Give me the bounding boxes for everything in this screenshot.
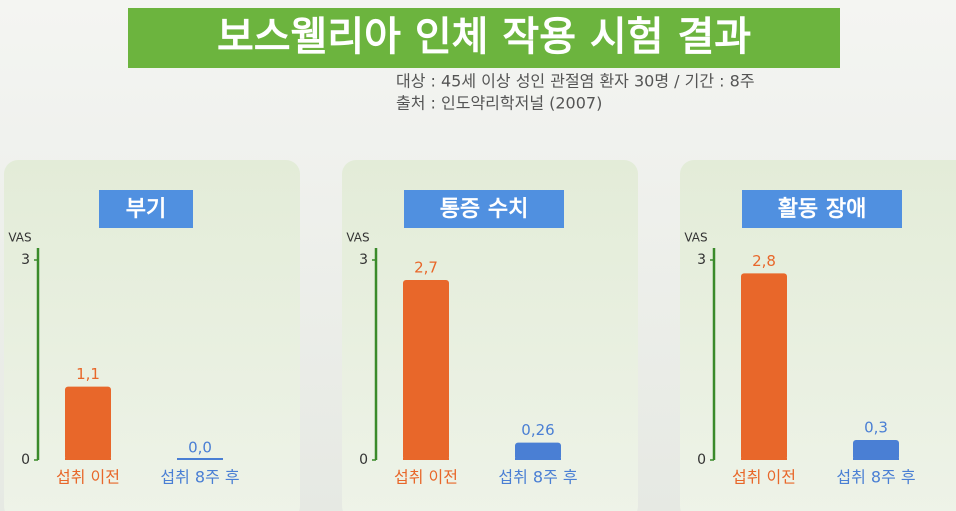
panel-title-box xyxy=(742,190,902,228)
subtitle: 대상 : 45세 이상 성인 관절염 환자 30명 / 기간 : 8주 xyxy=(396,72,755,91)
y-axis-label: VAS xyxy=(346,231,369,245)
bar-base xyxy=(177,458,223,460)
x-tick-label: 섭취 이전 xyxy=(732,468,796,487)
bar-base xyxy=(853,458,899,460)
subtitle: 출처 : 인도약리학저널 (2007) xyxy=(396,94,602,113)
panel-title: 활동 장애 xyxy=(778,197,867,222)
value-label: 2,8 xyxy=(752,252,776,270)
x-tick-label: 섭취 8주 후 xyxy=(498,468,577,487)
x-tick-label: 섭취 8주 후 xyxy=(836,468,915,487)
y-tick-label: 0 xyxy=(359,452,368,468)
x-tick-label: 섭취 이전 xyxy=(56,468,120,487)
y-axis-label: VAS xyxy=(8,231,31,245)
panel-title-box xyxy=(404,190,564,228)
bar-base xyxy=(65,458,111,460)
y-tick-label: 3 xyxy=(359,252,368,268)
value-label: 0,0 xyxy=(188,439,212,457)
y-tick-label: 3 xyxy=(697,252,706,268)
bar-base xyxy=(515,458,561,460)
y-tick-label: 3 xyxy=(21,252,30,268)
x-tick-label: 섭취 이전 xyxy=(394,468,458,487)
y-tick-label: 0 xyxy=(697,452,706,468)
bar xyxy=(515,442,561,460)
y-tick-label: 0 xyxy=(21,452,30,468)
x-tick-label: 섭취 8주 후 xyxy=(160,468,239,487)
bar xyxy=(741,273,787,460)
value-label: 1,1 xyxy=(76,365,100,383)
value-label: 0,26 xyxy=(521,421,554,439)
y-axis-label: VAS xyxy=(684,231,707,245)
panel-title-box xyxy=(99,190,193,228)
bar xyxy=(403,280,449,460)
title-bar xyxy=(128,8,840,68)
panel-title: 부기 xyxy=(126,197,166,222)
value-label: 2,7 xyxy=(414,259,438,277)
bar-base xyxy=(741,458,787,460)
panel-title: 통증 수치 xyxy=(440,197,529,222)
bar-base xyxy=(403,458,449,460)
page-title: 보스웰리아 인체 작용 시험 결과 xyxy=(217,14,751,60)
value-label: 0,3 xyxy=(864,419,888,437)
bar xyxy=(65,386,111,460)
bar xyxy=(853,440,899,460)
